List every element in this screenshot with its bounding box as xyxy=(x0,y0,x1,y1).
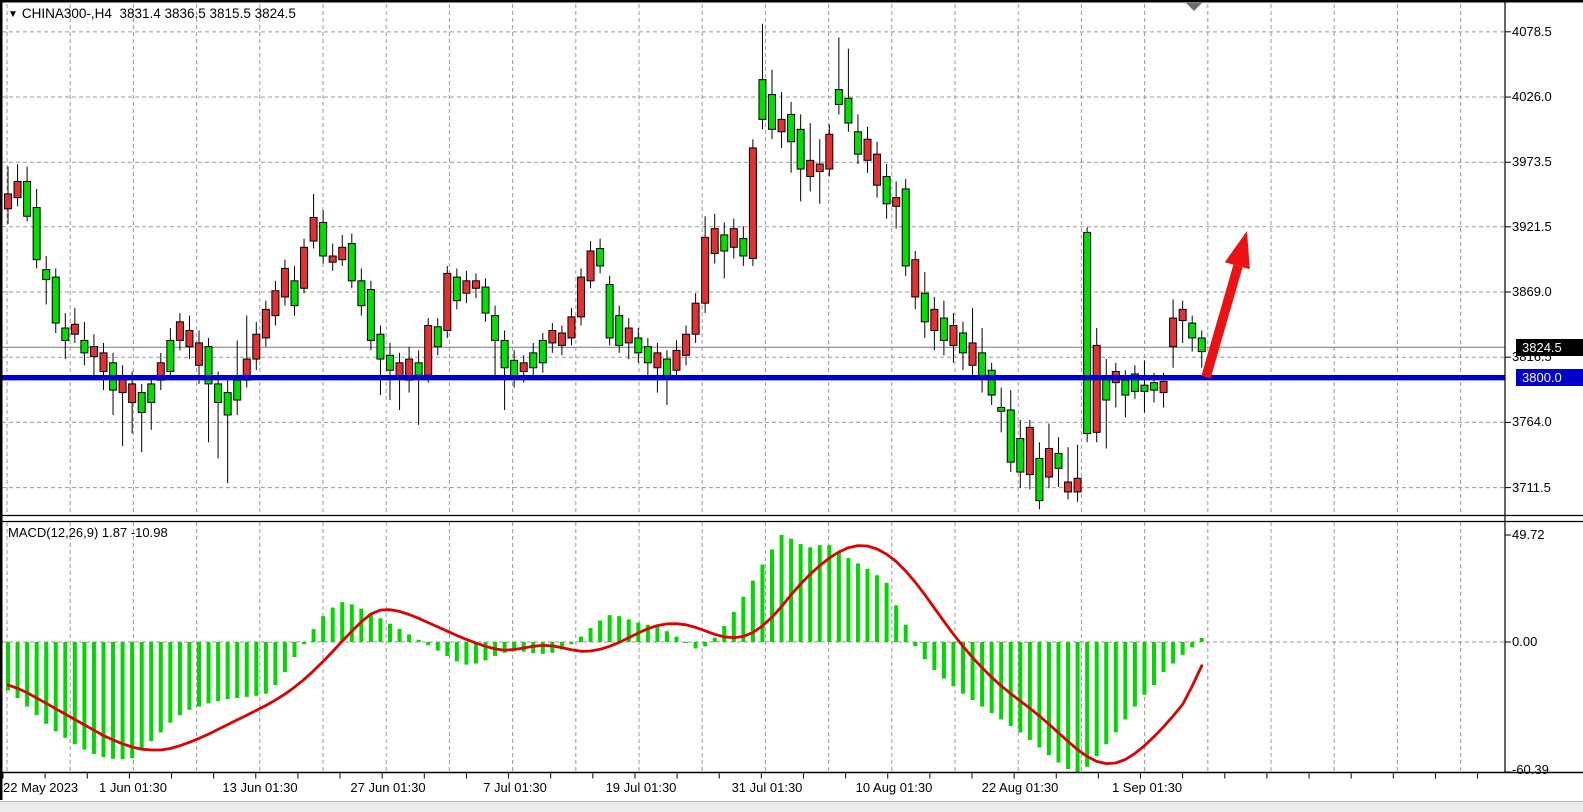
time-tick: 27 Jun 01:30 xyxy=(350,780,426,795)
macd-tick: 0.00 xyxy=(1512,634,1538,649)
time-tick: 13 Jun 01:30 xyxy=(222,780,298,795)
window-bottom-edge xyxy=(0,801,1583,812)
chart-title: ▼ CHINA300-,H4 3831.4 3836.5 3815.5 3824.… xyxy=(8,6,296,23)
price-tick: 3921.5 xyxy=(1512,219,1552,234)
price-tick: 3764.0 xyxy=(1512,414,1552,430)
price-tick: 3711.5 xyxy=(1512,479,1551,495)
current-price-box: 3824.5 xyxy=(1516,339,1583,356)
support-horizontal-line[interactable] xyxy=(2,374,1505,381)
macd-tick: -60.39 xyxy=(1512,762,1549,777)
support-line-price-box[interactable]: 3800.0 xyxy=(1516,369,1583,386)
time-tick: 31 Jul 01:30 xyxy=(731,780,803,795)
time-tick: 1 Jun 01:30 xyxy=(99,780,167,795)
time-tick: 1 Sep 01:30 xyxy=(1111,780,1183,795)
time-tick: 7 Jul 01:30 xyxy=(483,780,547,795)
trend-arrow-annotation[interactable] xyxy=(1201,231,1250,379)
candlesticks[interactable] xyxy=(4,23,1206,510)
gridlines xyxy=(2,4,1505,771)
time-axis-ticks xyxy=(2,773,1479,779)
time-tick: 19 Jul 01:30 xyxy=(605,780,677,795)
symbol-dropdown-icon[interactable]: ▼ xyxy=(8,9,18,20)
time-tick: 22 Aug 01:30 xyxy=(981,780,1059,795)
price-tick: 3973.5 xyxy=(1512,154,1552,170)
time-tick: 22 May 2023 xyxy=(3,780,79,795)
price-tick: 4078.5 xyxy=(1512,23,1552,39)
macd-tick: 49.72 xyxy=(1512,527,1545,542)
price-tick: 3869.0 xyxy=(1512,284,1552,299)
symbol-timeframe: CHINA300-,H4 xyxy=(21,6,112,21)
macd-indicator[interactable] xyxy=(6,535,1204,772)
chart-shift-marker-icon[interactable] xyxy=(1186,3,1202,11)
ohlc-values: 3831.4 3836.5 3815.5 3824.5 xyxy=(119,6,296,21)
time-tick: 10 Aug 01:30 xyxy=(855,780,933,795)
price-tick: 4026.0 xyxy=(1512,89,1552,104)
indicator-label: MACD(12,26,9) 1.87 -10.98 xyxy=(8,525,168,540)
